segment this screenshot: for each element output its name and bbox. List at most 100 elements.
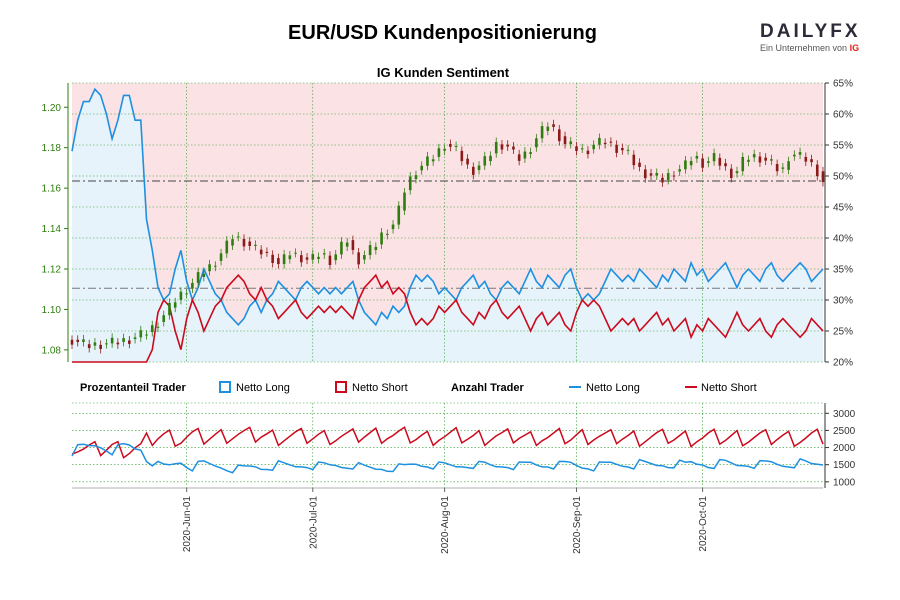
candle-body (661, 177, 664, 183)
candle-body (695, 155, 699, 159)
candle-body (225, 240, 229, 254)
candle-body (357, 252, 360, 265)
candle-body (701, 158, 704, 168)
candle-body (110, 337, 114, 344)
candle-body (443, 148, 446, 151)
pct-tick-label: 65% (833, 79, 853, 90)
x-tick-label: 2020-Aug-01 (440, 496, 451, 554)
candle-body (156, 326, 160, 328)
candle-body (798, 152, 802, 155)
candle-body (747, 159, 750, 162)
pct-tick-label: 35% (833, 265, 853, 276)
pct-tick-label: 20% (833, 358, 853, 369)
x-tick-label: 2020-Sep-01 (572, 496, 583, 554)
candle-body (752, 154, 756, 158)
pct-tick-label: 60% (833, 110, 853, 121)
candle-body (460, 150, 464, 162)
logo-word-right: FX (830, 21, 861, 42)
candle-body (196, 272, 200, 283)
candle-body (162, 315, 166, 322)
candle-body (489, 155, 492, 162)
candle-body (139, 330, 143, 338)
pct-tick-label: 45% (833, 203, 853, 214)
candle-body (529, 152, 532, 154)
candle-body (340, 241, 343, 255)
candle-body (259, 249, 263, 255)
pct-tick-label: 50% (833, 172, 853, 183)
candle-body (300, 255, 303, 263)
candle-body (236, 236, 240, 238)
count-tick-label: 2000 (833, 443, 856, 454)
candle-body (810, 159, 813, 163)
candle-body (471, 166, 475, 175)
logo-word-left: DAILY (760, 21, 831, 42)
candle-body (248, 241, 252, 247)
candle-body (598, 137, 601, 145)
price-tick-label: 1.10 (42, 305, 62, 316)
candle-body (82, 339, 85, 342)
dailyfx-logo: DAILYFX Ein Unternehmen von IG (760, 21, 870, 54)
candle-body (391, 224, 395, 230)
candle-body (185, 293, 188, 295)
x-tick-label: 2020-Jul-01 (308, 496, 319, 549)
candle-body (311, 254, 315, 260)
candle-body (231, 239, 234, 246)
candle-body (821, 171, 825, 183)
candle-body (781, 167, 785, 169)
candle-body (770, 159, 773, 161)
candle-body (804, 156, 808, 162)
candle-body (265, 251, 269, 253)
candle-body (403, 192, 406, 211)
candle-body (586, 150, 590, 155)
price-tick-label: 1.16 (42, 184, 62, 195)
count-tick-label: 2500 (833, 426, 856, 437)
candle-body (793, 154, 796, 157)
candle-body (408, 176, 412, 191)
candle-body (540, 126, 544, 139)
candle-body (242, 238, 246, 247)
net-short-count-line (71, 426, 824, 459)
candle-body (368, 245, 372, 256)
price-tick-label: 1.08 (42, 345, 62, 356)
candle-body (535, 138, 538, 148)
candle-body (494, 141, 498, 154)
candle-body (580, 148, 584, 150)
candle-body (288, 255, 292, 260)
candle-body (638, 162, 641, 167)
candle-body (575, 146, 578, 151)
pct-tick-label: 25% (833, 327, 853, 338)
x-axis: 2020-Jun-01 2020-Jul-01 2020-Aug-01 2020-Se… (72, 487, 823, 554)
candle-body (684, 160, 687, 170)
candle-body (374, 246, 378, 251)
candle-body (546, 126, 550, 131)
net-short-pct-line (72, 273, 824, 363)
candle-body (437, 148, 441, 157)
candle-body (735, 171, 739, 174)
candle-body (626, 149, 630, 151)
chart-subtitle: IG Kunden Sentiment (377, 65, 510, 80)
candle-body (122, 338, 125, 342)
candle-body (322, 253, 326, 255)
candle-body (173, 302, 177, 308)
candle-body (414, 175, 418, 179)
candle-body (775, 164, 779, 172)
price-tick-label: 1.12 (42, 265, 62, 276)
legend-cnt-long-label: Netto Long (586, 382, 640, 394)
candle-body (431, 159, 435, 162)
candle-body (500, 144, 504, 150)
candle-body (724, 163, 727, 167)
candle-body (517, 154, 521, 161)
pct-tick-label: 30% (833, 296, 853, 307)
candle-body (557, 129, 561, 142)
legend: Prozentanteil Trader Netto Long Netto Sh… (80, 381, 757, 394)
candle-body (133, 337, 137, 339)
net-long-count-line (71, 442, 824, 474)
upper-panel-background (72, 83, 823, 362)
price-tick-label: 1.14 (42, 224, 62, 235)
candle-body (282, 254, 286, 265)
lower-panel-series (71, 426, 824, 474)
candle-body (672, 175, 676, 177)
legend-pct-long-label: Netto Long (236, 382, 290, 394)
candle-body (426, 156, 429, 166)
candle-body (569, 141, 573, 145)
